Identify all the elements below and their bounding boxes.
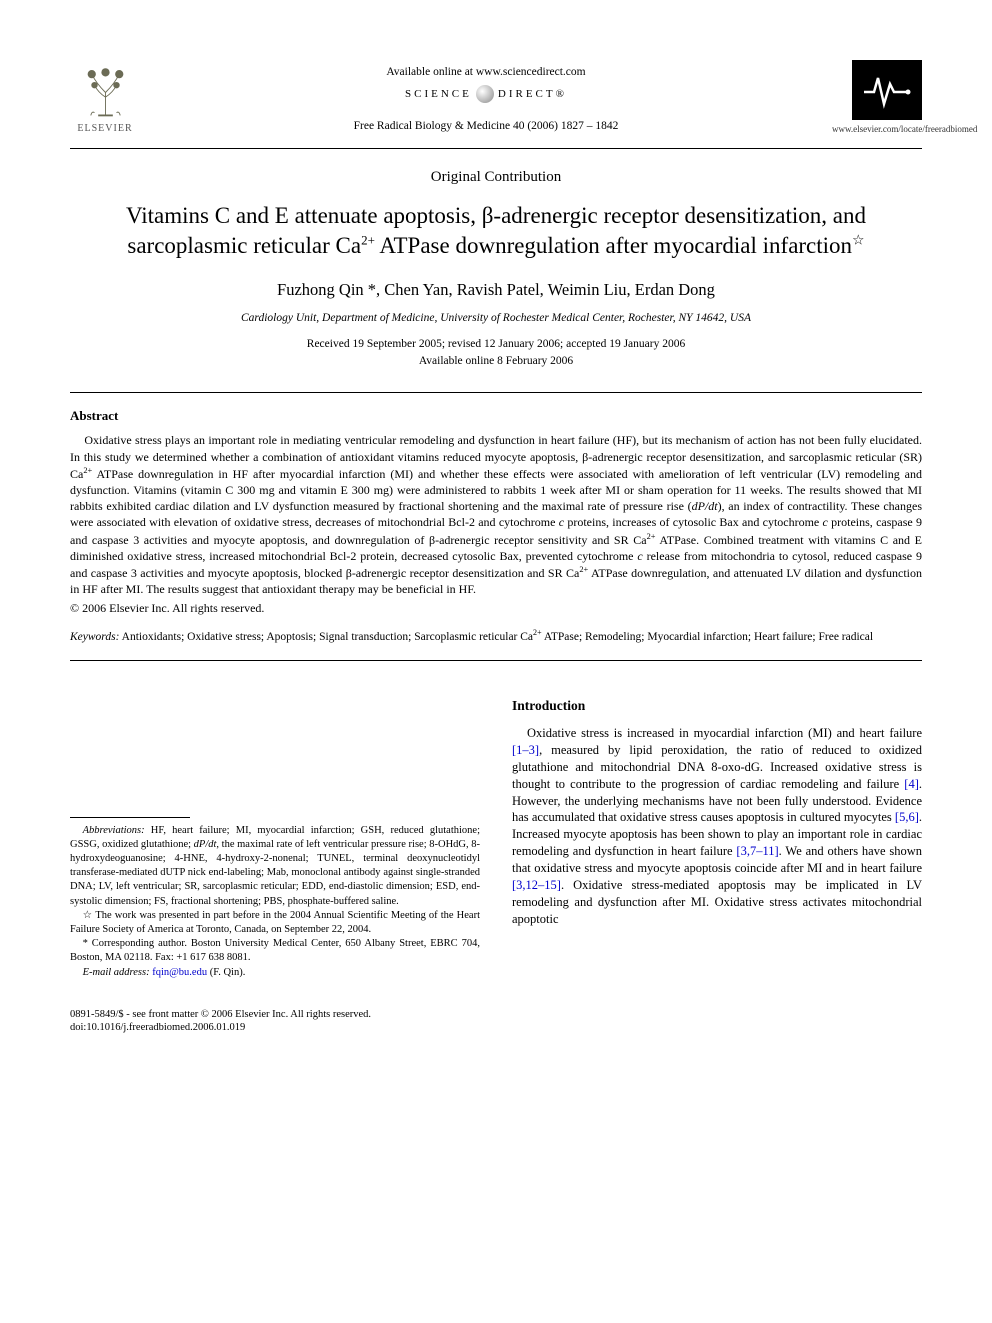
email-link[interactable]: fqin@bu.edu — [152, 967, 207, 978]
corresponding-footnote: * Corresponding author. Boston Universit… — [70, 937, 480, 965]
footer-doi: doi:10.1016/j.freeradbiomed.2006.01.019 — [70, 1021, 922, 1035]
introduction-body: Oxidative stress is increased in myocard… — [512, 725, 922, 928]
keywords-block: Keywords: Antioxidants; Oxidative stress… — [70, 628, 922, 645]
journal-url: www.elsevier.com/locate/freeradbiomed — [832, 123, 922, 135]
received-dates: Received 19 September 2005; revised 12 J… — [70, 337, 922, 353]
email-name: (F. Qin). — [210, 967, 246, 978]
abstract-copyright: © 2006 Elsevier Inc. All rights reserved… — [70, 600, 922, 616]
abbreviations-footnote: Abbreviations: HF, heart failure; MI, my… — [70, 824, 480, 909]
sd-globe-icon — [476, 85, 494, 103]
introduction-heading: Introduction — [512, 697, 922, 715]
keywords-list: Antioxidants; Oxidative stress; Apoptosi… — [122, 631, 873, 643]
footnote-rule — [70, 817, 190, 818]
article-title: Vitamins C and E attenuate apoptosis, β-… — [90, 201, 902, 261]
header-rule — [70, 148, 922, 149]
presented-footnote: ☆ The work was presented in part before … — [70, 909, 480, 937]
journal-cover-icon — [852, 60, 922, 120]
affiliation: Cardiology Unit, Department of Medicine,… — [70, 311, 922, 327]
abstract-body: Oxidative stress plays an important role… — [70, 432, 922, 597]
footer-front-matter: 0891-5849/$ - see front matter © 2006 El… — [70, 1008, 922, 1022]
introduction-paragraph: Oxidative stress is increased in myocard… — [512, 725, 922, 928]
footnotes-block: Abbreviations: HF, heart failure; MI, my… — [70, 817, 480, 980]
abstract-top-rule — [70, 392, 922, 393]
heartbeat-icon — [862, 70, 912, 110]
elsevier-label: ELSEVIER — [77, 122, 132, 136]
left-column: Abbreviations: HF, heart failure; MI, my… — [70, 697, 480, 980]
article-type: Original Contribution — [70, 167, 922, 187]
abstract-heading: Abstract — [70, 407, 922, 425]
email-label: E-mail address: — [83, 967, 150, 978]
two-column-body: Abbreviations: HF, heart failure; MI, my… — [70, 697, 922, 980]
author-list: Fuzhong Qin *, Chen Yan, Ravish Patel, W… — [70, 279, 922, 301]
elsevier-tree-icon — [78, 65, 133, 120]
sd-right: DIRECT® — [498, 87, 567, 102]
sd-left: SCIENCE — [405, 87, 472, 102]
abstract-paragraph: Oxidative stress plays an important role… — [70, 432, 922, 597]
available-online-date: Available online 8 February 2006 — [70, 354, 922, 370]
available-online-text: Available online at www.sciencedirect.co… — [140, 65, 832, 81]
keywords-label: Keywords: — [70, 631, 119, 643]
title-text: Vitamins C and E attenuate apoptosis, β-… — [126, 203, 866, 258]
page-header: ELSEVIER Available online at www.science… — [70, 60, 922, 140]
center-header: Available online at www.sciencedirect.co… — [140, 65, 832, 134]
elsevier-logo: ELSEVIER — [70, 60, 140, 140]
keywords-bottom-rule — [70, 660, 922, 661]
right-column: Introduction Oxidative stress is increas… — [512, 697, 922, 980]
title-footnote-star: ☆ — [852, 233, 865, 248]
sciencedirect-logo: SCIENCE DIRECT® — [405, 85, 567, 103]
journal-reference: Free Radical Biology & Medicine 40 (2006… — [140, 119, 832, 135]
page-footer: 0891-5849/$ - see front matter © 2006 El… — [70, 1008, 922, 1035]
journal-logo-block: www.elsevier.com/locate/freeradbiomed — [832, 60, 922, 140]
email-footnote: E-mail address: fqin@bu.edu (F. Qin). — [70, 966, 480, 980]
